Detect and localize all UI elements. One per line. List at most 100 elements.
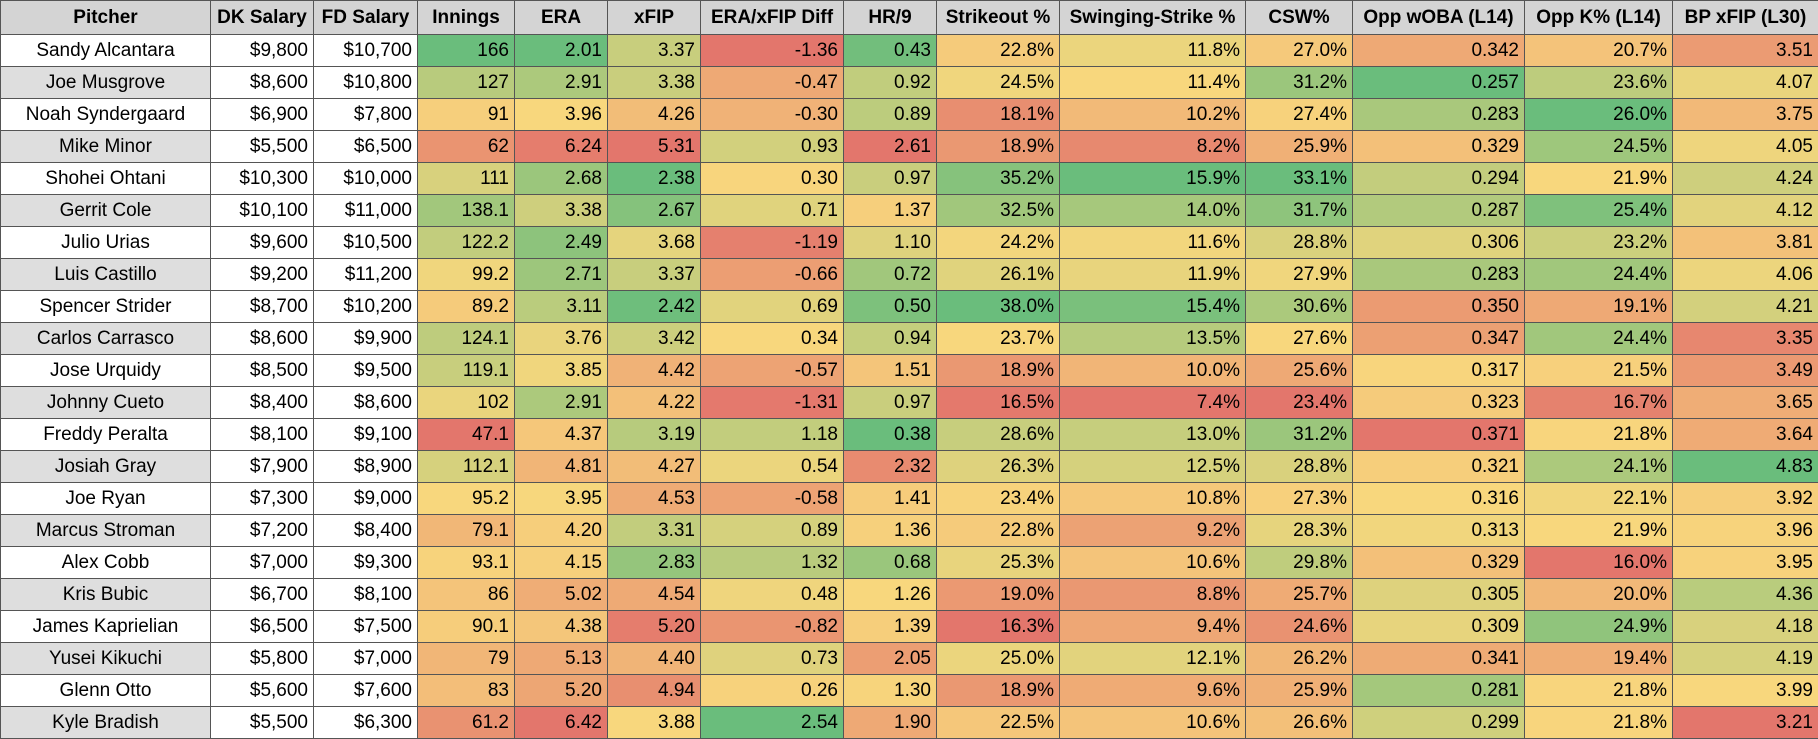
cell-swinging-strike-pct[interactable]: 9.6% <box>1060 675 1246 707</box>
cell-era-xfip-diff[interactable]: -0.66 <box>701 259 844 291</box>
cell-innings[interactable]: 79.1 <box>418 515 515 547</box>
cell-strikeout-pct[interactable]: 23.7% <box>937 323 1060 355</box>
cell-innings[interactable]: 166 <box>418 35 515 67</box>
cell-fd-salary[interactable]: $9,100 <box>314 419 418 451</box>
cell-strikeout-pct[interactable]: 28.6% <box>937 419 1060 451</box>
cell-opp-k-pct-l14[interactable]: 19.1% <box>1525 291 1673 323</box>
cell-csw-pct[interactable]: 31.2% <box>1246 419 1353 451</box>
cell-xfip[interactable]: 3.37 <box>608 259 701 291</box>
cell-opp-k-pct-l14[interactable]: 22.1% <box>1525 483 1673 515</box>
cell-pitcher[interactable]: Yusei Kikuchi <box>1 643 211 675</box>
cell-bp-xfip-l30[interactable]: 4.12 <box>1673 195 1818 227</box>
cell-hr9[interactable]: 0.89 <box>844 99 937 131</box>
cell-era-xfip-diff[interactable]: -1.19 <box>701 227 844 259</box>
cell-hr9[interactable]: 1.51 <box>844 355 937 387</box>
cell-csw-pct[interactable]: 24.6% <box>1246 611 1353 643</box>
cell-opp-k-pct-l14[interactable]: 24.4% <box>1525 323 1673 355</box>
cell-csw-pct[interactable]: 25.9% <box>1246 131 1353 163</box>
cell-opp-woba-l14[interactable]: 0.299 <box>1353 707 1525 739</box>
column-header-hr9[interactable]: HR/9 <box>844 1 937 35</box>
cell-era[interactable]: 3.38 <box>515 195 608 227</box>
cell-strikeout-pct[interactable]: 38.0% <box>937 291 1060 323</box>
cell-opp-k-pct-l14[interactable]: 24.1% <box>1525 451 1673 483</box>
cell-fd-salary[interactable]: $11,000 <box>314 195 418 227</box>
cell-fd-salary[interactable]: $7,000 <box>314 643 418 675</box>
column-header-csw-pct[interactable]: CSW% <box>1246 1 1353 35</box>
cell-opp-woba-l14[interactable]: 0.342 <box>1353 35 1525 67</box>
column-header-strikeout-pct[interactable]: Strikeout % <box>937 1 1060 35</box>
cell-xfip[interactable]: 5.31 <box>608 131 701 163</box>
cell-csw-pct[interactable]: 33.1% <box>1246 163 1353 195</box>
cell-bp-xfip-l30[interactable]: 4.21 <box>1673 291 1818 323</box>
cell-csw-pct[interactable]: 25.9% <box>1246 675 1353 707</box>
cell-opp-k-pct-l14[interactable]: 26.0% <box>1525 99 1673 131</box>
cell-era-xfip-diff[interactable]: 2.54 <box>701 707 844 739</box>
cell-strikeout-pct[interactable]: 35.2% <box>937 163 1060 195</box>
cell-csw-pct[interactable]: 23.4% <box>1246 387 1353 419</box>
cell-pitcher[interactable]: Joe Musgrove <box>1 67 211 99</box>
cell-xfip[interactable]: 3.19 <box>608 419 701 451</box>
cell-strikeout-pct[interactable]: 32.5% <box>937 195 1060 227</box>
cell-strikeout-pct[interactable]: 19.0% <box>937 579 1060 611</box>
cell-hr9[interactable]: 0.50 <box>844 291 937 323</box>
column-header-pitcher[interactable]: Pitcher <box>1 1 211 35</box>
cell-era-xfip-diff[interactable]: 0.48 <box>701 579 844 611</box>
cell-fd-salary[interactable]: $6,500 <box>314 131 418 163</box>
cell-strikeout-pct[interactable]: 24.5% <box>937 67 1060 99</box>
cell-innings[interactable]: 86 <box>418 579 515 611</box>
cell-dk-salary[interactable]: $6,900 <box>211 99 314 131</box>
cell-bp-xfip-l30[interactable]: 3.81 <box>1673 227 1818 259</box>
cell-era-xfip-diff[interactable]: 1.18 <box>701 419 844 451</box>
cell-era-xfip-diff[interactable]: -1.36 <box>701 35 844 67</box>
cell-strikeout-pct[interactable]: 25.0% <box>937 643 1060 675</box>
cell-opp-woba-l14[interactable]: 0.257 <box>1353 67 1525 99</box>
cell-dk-salary[interactable]: $5,500 <box>211 707 314 739</box>
cell-dk-salary[interactable]: $8,500 <box>211 355 314 387</box>
cell-xfip[interactable]: 4.40 <box>608 643 701 675</box>
column-header-dk-salary[interactable]: DK Salary <box>211 1 314 35</box>
cell-era-xfip-diff[interactable]: 0.54 <box>701 451 844 483</box>
column-header-opp-k-pct-l14[interactable]: Opp K% (L14) <box>1525 1 1673 35</box>
cell-bp-xfip-l30[interactable]: 3.92 <box>1673 483 1818 515</box>
cell-fd-salary[interactable]: $9,500 <box>314 355 418 387</box>
cell-era-xfip-diff[interactable]: -0.30 <box>701 99 844 131</box>
cell-pitcher[interactable]: Kyle Bradish <box>1 707 211 739</box>
cell-innings[interactable]: 112.1 <box>418 451 515 483</box>
cell-bp-xfip-l30[interactable]: 3.96 <box>1673 515 1818 547</box>
cell-hr9[interactable]: 0.38 <box>844 419 937 451</box>
cell-hr9[interactable]: 1.37 <box>844 195 937 227</box>
cell-fd-salary[interactable]: $6,300 <box>314 707 418 739</box>
cell-swinging-strike-pct[interactable]: 10.2% <box>1060 99 1246 131</box>
cell-opp-k-pct-l14[interactable]: 25.4% <box>1525 195 1673 227</box>
cell-bp-xfip-l30[interactable]: 4.06 <box>1673 259 1818 291</box>
cell-bp-xfip-l30[interactable]: 3.99 <box>1673 675 1818 707</box>
cell-xfip[interactable]: 3.42 <box>608 323 701 355</box>
cell-era-xfip-diff[interactable]: 0.69 <box>701 291 844 323</box>
cell-opp-woba-l14[interactable]: 0.309 <box>1353 611 1525 643</box>
cell-swinging-strike-pct[interactable]: 11.9% <box>1060 259 1246 291</box>
cell-csw-pct[interactable]: 26.6% <box>1246 707 1353 739</box>
cell-opp-woba-l14[interactable]: 0.305 <box>1353 579 1525 611</box>
column-header-swinging-strike-pct[interactable]: Swinging-Strike % <box>1060 1 1246 35</box>
cell-xfip[interactable]: 4.22 <box>608 387 701 419</box>
cell-pitcher[interactable]: Gerrit Cole <box>1 195 211 227</box>
cell-hr9[interactable]: 1.30 <box>844 675 937 707</box>
cell-pitcher[interactable]: Marcus Stroman <box>1 515 211 547</box>
cell-era[interactable]: 2.49 <box>515 227 608 259</box>
cell-strikeout-pct[interactable]: 18.9% <box>937 355 1060 387</box>
cell-innings[interactable]: 111 <box>418 163 515 195</box>
cell-innings[interactable]: 127 <box>418 67 515 99</box>
cell-xfip[interactable]: 2.42 <box>608 291 701 323</box>
column-header-bp-xfip-l30[interactable]: BP xFIP (L30) <box>1673 1 1818 35</box>
cell-bp-xfip-l30[interactable]: 3.65 <box>1673 387 1818 419</box>
cell-era[interactable]: 3.95 <box>515 483 608 515</box>
cell-swinging-strike-pct[interactable]: 11.8% <box>1060 35 1246 67</box>
cell-xfip[interactable]: 3.68 <box>608 227 701 259</box>
cell-era[interactable]: 4.37 <box>515 419 608 451</box>
cell-swinging-strike-pct[interactable]: 8.2% <box>1060 131 1246 163</box>
cell-dk-salary[interactable]: $7,000 <box>211 547 314 579</box>
cell-opp-woba-l14[interactable]: 0.287 <box>1353 195 1525 227</box>
cell-strikeout-pct[interactable]: 25.3% <box>937 547 1060 579</box>
cell-opp-woba-l14[interactable]: 0.347 <box>1353 323 1525 355</box>
cell-innings[interactable]: 47.1 <box>418 419 515 451</box>
